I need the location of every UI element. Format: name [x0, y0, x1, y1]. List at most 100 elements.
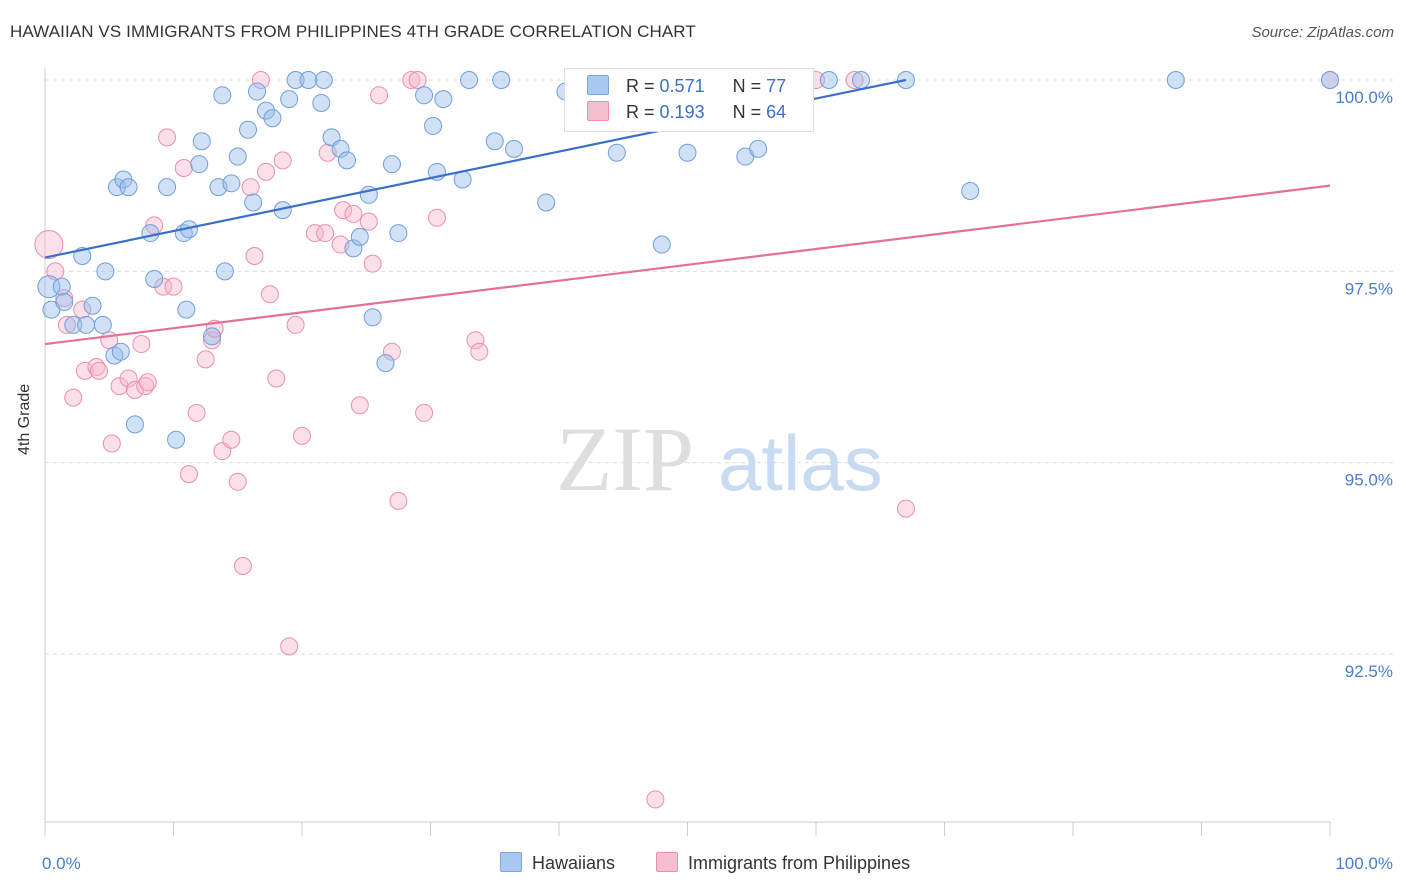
watermark-zip: ZIP	[556, 408, 694, 510]
point-hawaiians	[215, 262, 234, 281]
point-hawaiians	[652, 235, 671, 254]
point-hawaiians	[263, 109, 282, 128]
point-philippines	[389, 491, 408, 510]
point-hawaiians	[228, 147, 247, 166]
point-hawaiians	[190, 155, 209, 174]
point-hawaiians	[77, 315, 96, 334]
bottom-legend-swatch-hawaiians	[500, 852, 522, 872]
point-hawaiians	[415, 86, 434, 105]
point-hawaiians	[125, 415, 144, 434]
point-philippines	[187, 403, 206, 422]
point-philippines	[370, 86, 389, 105]
point-hawaiians	[1321, 71, 1339, 89]
point-hawaiians	[177, 300, 196, 319]
point-hawaiians	[389, 224, 408, 243]
bottom-legend-swatch-philippines	[656, 852, 678, 872]
point-philippines	[89, 361, 108, 380]
point-philippines	[267, 369, 286, 388]
point-hawaiians	[280, 90, 299, 109]
point-hawaiians	[505, 139, 524, 158]
legend-n-label: N =	[732, 102, 762, 122]
point-philippines	[154, 277, 173, 296]
point-philippines	[293, 426, 311, 445]
point-philippines	[334, 201, 353, 220]
point-hawaiians	[460, 71, 479, 89]
source-label: Source: ZipAtlas.com	[1251, 24, 1394, 41]
point-philippines	[174, 159, 193, 178]
point-philippines	[466, 331, 485, 350]
point-philippines	[305, 224, 324, 243]
point-hawaiians	[52, 277, 71, 296]
point-philippines	[260, 285, 279, 304]
legend-swatch-philippines	[587, 101, 609, 121]
point-hawaiians	[55, 292, 74, 311]
point-hawaiians	[244, 193, 263, 212]
point-philippines	[251, 71, 270, 89]
point-hawaiians	[119, 178, 138, 197]
point-hawaiians	[64, 315, 83, 334]
point-hawaiians	[141, 224, 160, 243]
point-philippines	[286, 315, 305, 334]
point-hawaiians	[537, 193, 556, 212]
point-philippines	[363, 254, 382, 273]
x-tick-label-min: 0.0%	[42, 854, 81, 873]
point-hawaiians	[286, 71, 305, 89]
legend-swatch-hawaiians	[587, 75, 609, 95]
point-philippines	[245, 247, 264, 266]
legend-r-value-hawaiians: 0.571	[659, 76, 705, 96]
point-philippines	[164, 277, 183, 296]
point-philippines	[119, 369, 138, 388]
legend-r-label: R =	[626, 102, 655, 122]
point-hawaiians	[222, 174, 241, 193]
point-hawaiians	[213, 86, 232, 105]
point-philippines	[110, 377, 129, 396]
point-philippines	[75, 361, 94, 380]
point-philippines	[896, 499, 915, 518]
point-philippines	[470, 342, 489, 361]
point-hawaiians	[203, 327, 222, 346]
data-points	[34, 71, 1339, 809]
point-philippines	[408, 71, 427, 89]
x-tick-label-max: 100.0%	[1335, 854, 1393, 873]
point-hawaiians	[961, 181, 980, 200]
point-hawaiians	[350, 227, 369, 246]
watermark-atlas: atlas	[718, 419, 883, 507]
legend-r-value-philippines: 0.193	[659, 102, 705, 122]
point-philippines	[646, 790, 665, 809]
point-hawaiians	[93, 315, 112, 334]
y-tick-label: 92.5%	[1345, 662, 1393, 681]
point-philippines	[179, 465, 198, 484]
stats-legend: R = 0.571 N = 77 R = 0.193 N = 64	[564, 68, 814, 132]
tick-labels: 100.0% 97.5% 95.0% 92.5% 0.0% 100.0%	[42, 88, 1393, 873]
point-hawaiians	[382, 155, 401, 174]
point-hawaiians	[167, 430, 186, 449]
point-hawaiians	[111, 342, 130, 361]
point-philippines	[222, 430, 241, 449]
point-hawaiians	[239, 120, 258, 139]
point-philippines	[233, 556, 252, 575]
point-hawaiians	[248, 82, 267, 101]
point-philippines	[196, 350, 215, 369]
point-philippines	[241, 178, 260, 197]
point-hawaiians	[192, 132, 211, 151]
point-philippines	[64, 388, 83, 407]
point-hawaiians	[331, 139, 350, 158]
point-philippines	[402, 71, 421, 89]
point-philippines	[138, 373, 157, 392]
bottom-legend-label-hawaiians: Hawaiians	[532, 853, 616, 873]
point-philippines	[359, 212, 378, 231]
bottom-legend-hawaiians: Hawaiians	[500, 852, 615, 874]
point-philippines	[57, 315, 76, 334]
point-hawaiians	[492, 71, 511, 89]
point-philippines	[203, 331, 222, 350]
point-hawaiians	[299, 71, 318, 89]
point-philippines	[73, 300, 92, 319]
point-hawaiians	[434, 90, 453, 109]
point-philippines	[427, 208, 446, 227]
chart-title: HAWAIIAN VS IMMIGRANTS FROM PHILIPPINES …	[10, 22, 696, 41]
point-hawaiians	[37, 275, 61, 299]
point-philippines	[132, 335, 151, 354]
point-hawaiians	[83, 296, 102, 315]
bottom-legend-philippines: Immigrants from Philippines	[656, 852, 910, 874]
axes	[44, 68, 1331, 836]
